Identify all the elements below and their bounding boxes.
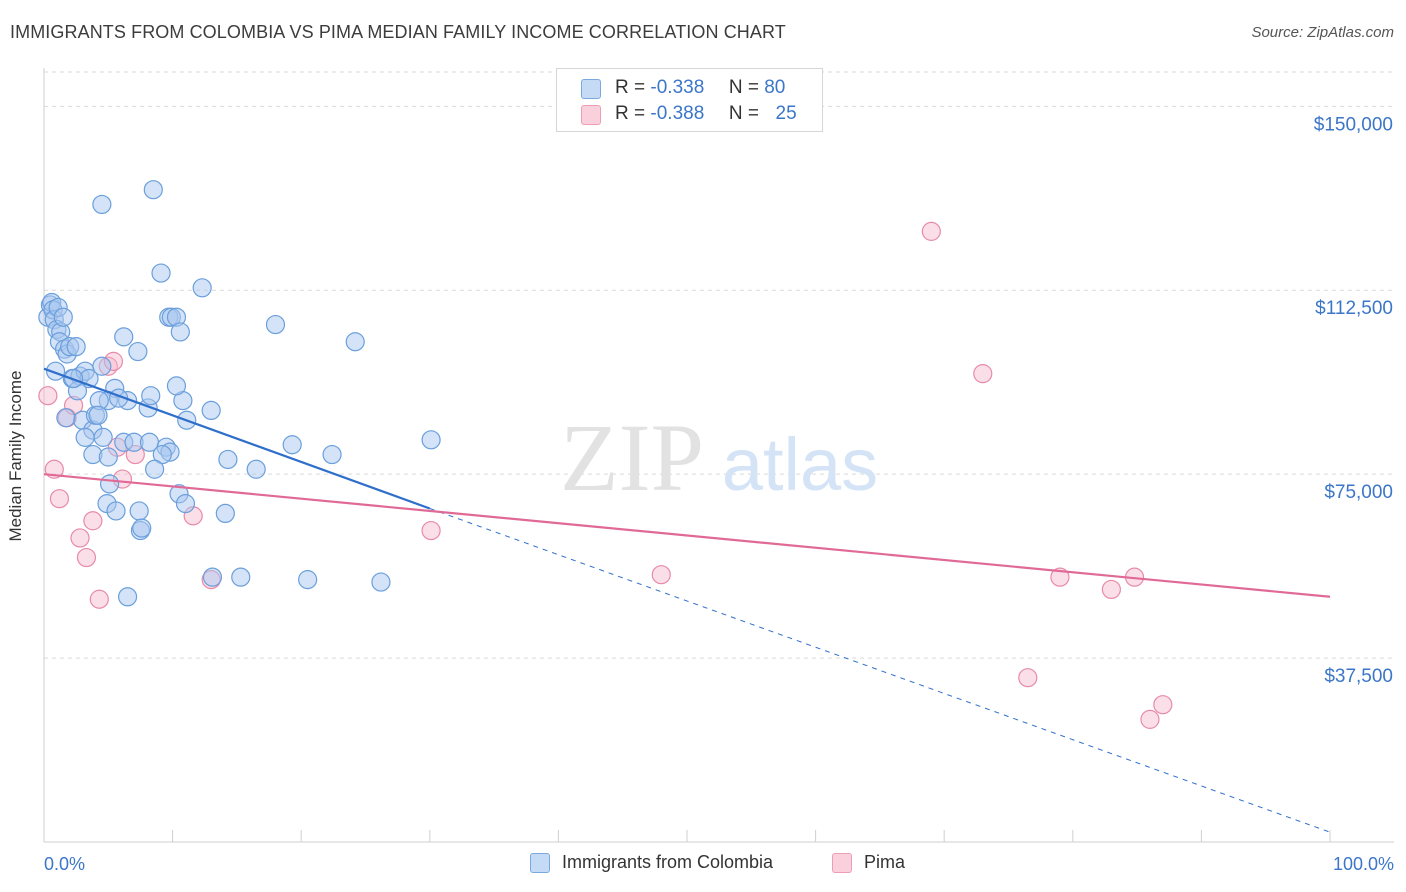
pima-point [1101,579,1121,600]
source-label: Source: ZipAtlas.com [1251,24,1394,41]
colombia-point [88,405,108,425]
pima-point [921,221,941,241]
pima-point [651,565,671,585]
axes [43,68,1394,843]
colombia-point [282,435,302,455]
colombia-point [92,194,112,215]
legend-swatch-colombia [581,79,601,99]
legend-swatch-pima [581,105,601,125]
colombia-point [56,408,76,428]
y-tick-labels: $37,500 $75,000 $112,500 $150,000 [1314,114,1393,687]
bottom-legend-swatch-pima [832,853,852,873]
colombia-point [114,327,134,347]
colombia-point [98,447,118,467]
colombia-point [128,341,148,362]
y-tick-label: $75,000 [1324,482,1393,503]
chart-title: IMMIGRANTS FROM COLOMBIA VS PIMA MEDIAN … [10,22,786,42]
legend-r-value: -0.388 [650,103,705,124]
colombia-point [371,572,391,592]
watermark-atlas: atlas [722,423,878,506]
pima-trend-line [43,473,1331,598]
colombia-point [345,332,365,352]
bottom-legend-swatch-colombia [530,853,550,873]
pima-point [70,528,90,548]
colombia-point [202,567,223,587]
bottom-legend-label-colombia: Immigrants from Colombia [562,852,774,872]
colombia-point [53,307,73,327]
colombia-point [170,322,190,342]
colombia-point [166,376,187,396]
colombia-point [246,459,266,479]
pima-point [1050,567,1070,587]
colombia-point [106,501,126,521]
bottom-legend-label-pima: Pima [864,852,906,872]
colombia-point [143,180,163,200]
colombia-point [66,337,86,357]
colombia-point [215,503,235,524]
colombia-point [129,501,149,521]
colombia-point [144,459,165,479]
x-tick-label-max: 100.0% [1333,854,1394,874]
pima-point [76,547,97,568]
pima-point [49,489,70,509]
colombia-point [298,570,318,590]
legend-r-label: R = [615,77,646,98]
colombia-point [201,400,221,421]
colombia-point [218,449,238,470]
watermark-zip: ZIP [560,404,704,511]
legend-r-label: R = [615,103,646,124]
colombia-trend-line [43,367,431,510]
legend-n-value: 25 [775,103,797,124]
colombia-point [152,444,172,465]
legend-r-value: -0.338 [650,77,705,98]
y-tick-label: $37,500 [1324,666,1393,687]
pima-point [1153,695,1173,715]
colombia-point [151,263,171,283]
colombia-point [141,386,161,406]
pima-point [973,364,993,384]
colombia-point [99,474,120,494]
legend-n-label: N = [728,77,759,98]
colombia-point [322,444,342,465]
colombia-point [93,427,113,447]
pima-point [1018,668,1038,688]
x-tick-label-min: 0.0% [44,854,85,874]
pima-point [89,589,109,609]
colombia-point [421,430,441,450]
legend: R = -0.338 N = 80 R = -0.388 N = 25 [556,68,823,132]
colombia-point [75,427,95,447]
pima-point [83,511,103,531]
colombia-trend-extension [429,508,1331,833]
trend-lines [43,367,1331,833]
colombia-point [231,567,251,587]
pima-point [38,386,58,406]
colombia-point [92,356,112,376]
y-tick-label: $112,500 [1315,298,1393,319]
x-tick-labels: 0.0% 100.0% [44,854,1394,874]
colombia-point [265,314,286,335]
colombia-point [132,518,152,538]
colombia-point [175,493,196,514]
colombia-series [38,180,441,607]
pima-point [1140,709,1160,729]
pima-point [421,520,441,541]
colombia-point [117,587,138,607]
y-tick-label: $150,000 [1314,114,1393,135]
colombia-point [192,278,212,298]
legend-n-label: N = [728,103,759,124]
legend-n-value: 80 [764,77,786,98]
